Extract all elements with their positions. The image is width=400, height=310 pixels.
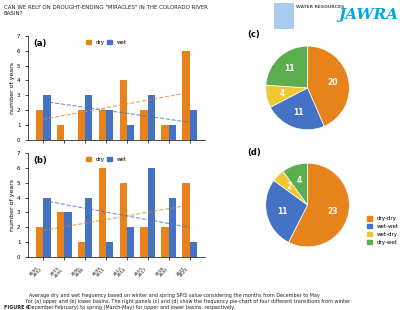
Bar (274, 3, 294, 29)
Wedge shape (266, 180, 308, 242)
Bar (169, 197, 176, 257)
Bar (190, 242, 197, 257)
Text: 4: 4 (280, 89, 285, 98)
Bar (64, 212, 72, 257)
Wedge shape (266, 85, 308, 107)
Text: 11: 11 (284, 64, 295, 73)
Bar (169, 125, 176, 140)
Text: 11: 11 (294, 108, 304, 117)
Y-axis label: number of years: number of years (10, 179, 16, 231)
Wedge shape (274, 171, 308, 205)
Text: WATER RESOURCES: WATER RESOURCES (296, 5, 344, 9)
Bar (161, 228, 169, 257)
Bar (120, 183, 127, 257)
Bar (99, 168, 106, 257)
Legend: dry, wet: dry, wet (84, 154, 129, 164)
Bar (182, 51, 190, 140)
Bar (161, 125, 169, 140)
Wedge shape (270, 88, 324, 130)
Wedge shape (266, 46, 308, 88)
Text: (b): (b) (33, 156, 47, 165)
Bar (182, 183, 190, 257)
Bar (36, 228, 43, 257)
Text: (a): (a) (33, 39, 47, 48)
Bar (43, 95, 51, 140)
Bar (57, 125, 64, 140)
Text: (d): (d) (247, 148, 261, 157)
Text: 20: 20 (328, 78, 338, 87)
Bar (78, 110, 85, 140)
Bar (43, 197, 51, 257)
Wedge shape (283, 163, 308, 205)
Bar (57, 212, 64, 257)
Bar (99, 110, 106, 140)
Legend: dry-dry, wet-wet, wet-dry, dry-wet: dry-dry, wet-wet, wet-dry, dry-wet (365, 214, 400, 247)
Bar (85, 197, 92, 257)
Text: Average dry and wet frequency based on winter and spring SPI3 value considering : Average dry and wet frequency based on w… (26, 293, 350, 310)
Bar (140, 110, 148, 140)
Bar (120, 81, 127, 140)
Bar (36, 110, 43, 140)
Legend: dry, wet: dry, wet (84, 38, 129, 47)
Bar (106, 242, 113, 257)
Bar (127, 125, 134, 140)
Bar (190, 110, 197, 140)
Text: FIGURE 4: FIGURE 4 (4, 305, 30, 310)
Text: 4: 4 (297, 176, 302, 185)
Bar (148, 95, 155, 140)
Bar (78, 242, 85, 257)
Bar (85, 95, 92, 140)
Text: 2: 2 (286, 182, 292, 191)
Text: 23: 23 (328, 206, 338, 215)
Wedge shape (308, 46, 349, 126)
Wedge shape (288, 163, 349, 247)
Text: CAN WE RELY ON DROUGHT-ENDING "MIRACLES" IN THE COLORADO RIVER
BASIN?: CAN WE RELY ON DROUGHT-ENDING "MIRACLES"… (4, 5, 208, 16)
Bar (127, 228, 134, 257)
Bar (106, 110, 113, 140)
Text: JAWRA: JAWRA (338, 8, 398, 22)
Bar (148, 168, 155, 257)
Text: 11: 11 (277, 206, 288, 215)
Text: (c): (c) (247, 30, 260, 39)
Y-axis label: number of years: number of years (10, 62, 16, 114)
Bar (140, 228, 148, 257)
